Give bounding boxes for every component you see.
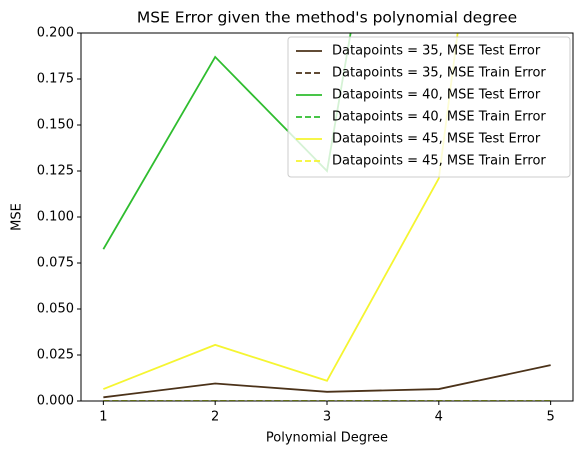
x-tick-label: 5 <box>546 410 554 425</box>
y-tick-label: 0.150 <box>37 118 74 133</box>
x-tick-label: 1 <box>99 410 107 425</box>
legend-label: Datapoints = 45, MSE Test Error <box>332 132 541 147</box>
y-tick-label: 0.175 <box>37 72 74 87</box>
y-axis-label: MSE <box>10 203 25 231</box>
x-axis-label: Polynomial Degree <box>266 431 388 446</box>
y-tick-label: 0.200 <box>37 26 74 41</box>
y-tick-label: 0.075 <box>37 256 74 271</box>
y-tick-label: 0.025 <box>37 348 74 363</box>
y-tick-label: 0.125 <box>37 164 74 179</box>
x-tick-label: 2 <box>211 410 219 425</box>
legend-box <box>287 36 571 178</box>
legend-label: Datapoints = 35, MSE Test Error <box>332 44 541 59</box>
y-tick-label: 0.050 <box>37 302 74 317</box>
legend-label: Datapoints = 45, MSE Train Error <box>332 154 546 169</box>
legend-label: Datapoints = 35, MSE Train Error <box>332 66 546 81</box>
y-tick-label: 0.100 <box>37 210 74 225</box>
chart-title: MSE Error given the method's polynomial … <box>137 9 517 27</box>
legend-label: Datapoints = 40, MSE Test Error <box>332 88 541 103</box>
x-tick-label: 4 <box>435 410 443 425</box>
y-tick-label: 0.000 <box>37 394 74 409</box>
series-line <box>103 33 459 390</box>
x-tick-label: 3 <box>323 410 331 425</box>
legend-label: Datapoints = 40, MSE Train Error <box>332 110 546 125</box>
series-line <box>103 364 551 399</box>
